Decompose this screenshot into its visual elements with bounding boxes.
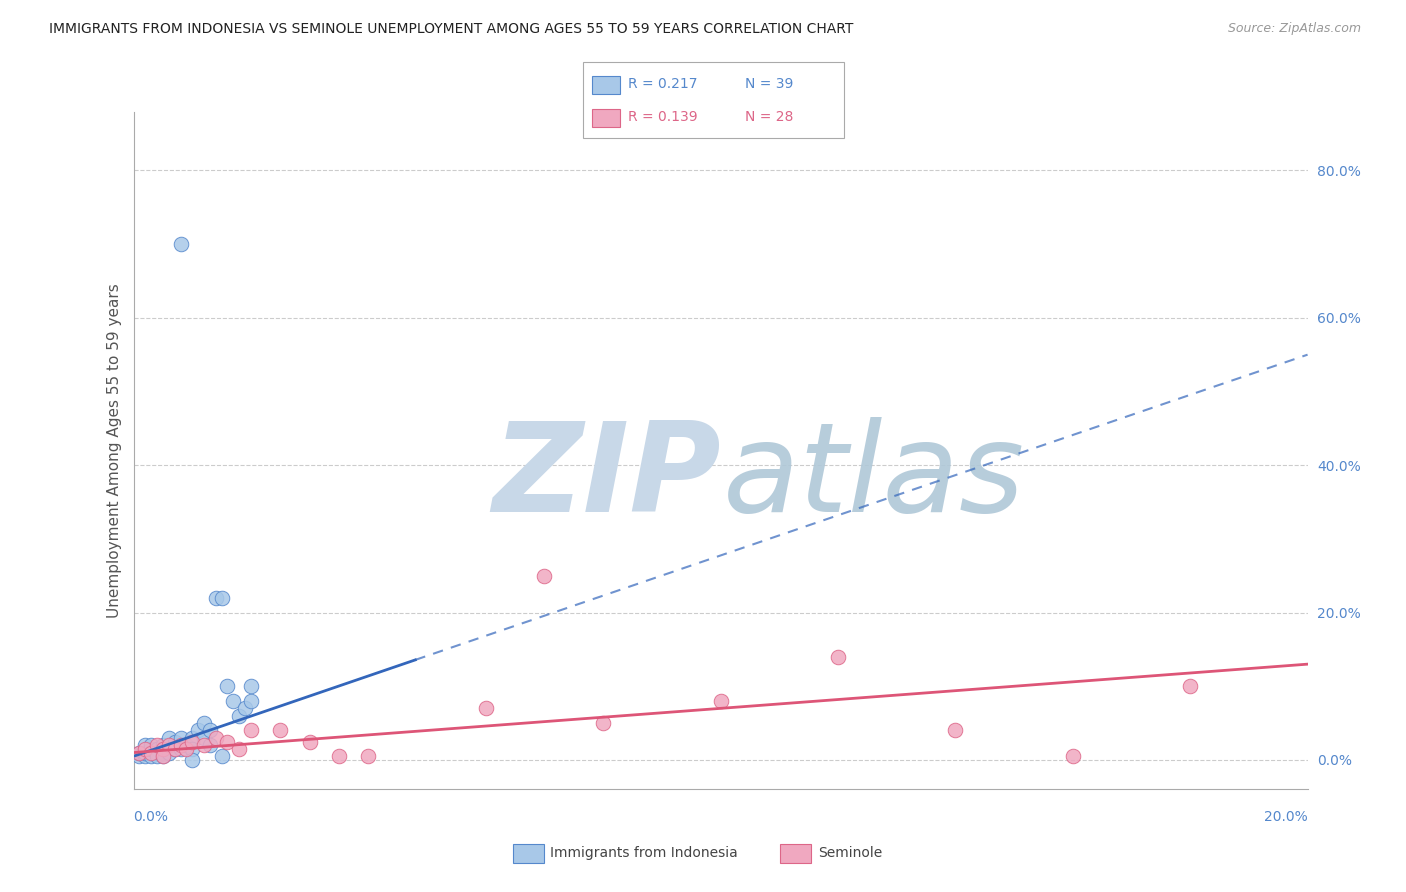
Text: 20.0%: 20.0% [1264, 810, 1308, 824]
Point [134, 749, 156, 764]
Point [141, 738, 163, 752]
Point [146, 749, 169, 764]
Point [134, 738, 156, 752]
Point [198, 738, 221, 752]
Point [128, 746, 150, 760]
Text: 0.0%: 0.0% [134, 810, 169, 824]
Point [141, 749, 163, 764]
Point [945, 723, 967, 738]
Point [163, 734, 186, 748]
Text: Seminole: Seminole [818, 846, 883, 860]
Point [152, 749, 174, 764]
Point [169, 738, 191, 752]
Point [211, 591, 233, 605]
Point [176, 742, 198, 756]
Point [157, 738, 180, 752]
Point [187, 723, 209, 738]
Point [204, 731, 226, 745]
Point [1062, 749, 1084, 764]
Point [163, 742, 186, 756]
Text: IMMIGRANTS FROM INDONESIA VS SEMINOLE UNEMPLOYMENT AMONG AGES 55 TO 59 YEARS COR: IMMIGRANTS FROM INDONESIA VS SEMINOLE UN… [49, 22, 853, 37]
Point [198, 723, 221, 738]
Point [157, 731, 180, 745]
Point [328, 749, 350, 764]
Point [710, 694, 733, 708]
Point [128, 746, 150, 760]
Y-axis label: Unemployment Among Ages 55 to 59 years: Unemployment Among Ages 55 to 59 years [107, 283, 122, 618]
Point [233, 701, 256, 715]
Point [222, 694, 245, 708]
Point [152, 749, 174, 764]
Point [169, 742, 191, 756]
Point [217, 734, 239, 748]
Point [169, 731, 191, 745]
Point [357, 749, 380, 764]
Point [475, 701, 498, 715]
Point [152, 738, 174, 752]
Point [134, 742, 156, 756]
Point [146, 738, 169, 752]
Point [141, 742, 163, 756]
Point [193, 738, 215, 752]
Text: Immigrants from Indonesia: Immigrants from Indonesia [550, 846, 738, 860]
Point [134, 746, 156, 760]
Point [163, 742, 186, 756]
Point [157, 746, 180, 760]
Point [592, 716, 614, 731]
Text: R = 0.139: R = 0.139 [628, 110, 699, 124]
Point [181, 742, 204, 756]
Point [298, 734, 321, 748]
Point [169, 237, 191, 252]
Point [239, 723, 263, 738]
Text: N = 39: N = 39 [745, 77, 793, 91]
Point [827, 649, 849, 664]
Text: ZIP: ZIP [492, 417, 721, 538]
Point [141, 746, 163, 760]
Point [204, 591, 226, 605]
Point [211, 749, 233, 764]
Point [239, 694, 263, 708]
Point [181, 753, 204, 767]
Point [269, 723, 291, 738]
Point [228, 708, 250, 723]
Point [193, 731, 215, 745]
Point [152, 746, 174, 760]
Text: Source: ZipAtlas.com: Source: ZipAtlas.com [1227, 22, 1361, 36]
Point [146, 746, 169, 760]
Point [128, 749, 150, 764]
Point [181, 734, 204, 748]
Point [1180, 679, 1202, 693]
Point [193, 716, 215, 731]
Point [176, 738, 198, 752]
Point [217, 679, 239, 693]
Text: N = 28: N = 28 [745, 110, 793, 124]
Point [146, 742, 169, 756]
Point [533, 568, 555, 582]
Point [239, 679, 263, 693]
Text: atlas: atlas [723, 417, 1025, 538]
Point [228, 742, 250, 756]
Text: R = 0.217: R = 0.217 [628, 77, 697, 91]
Point [152, 742, 174, 756]
Point [181, 731, 204, 745]
